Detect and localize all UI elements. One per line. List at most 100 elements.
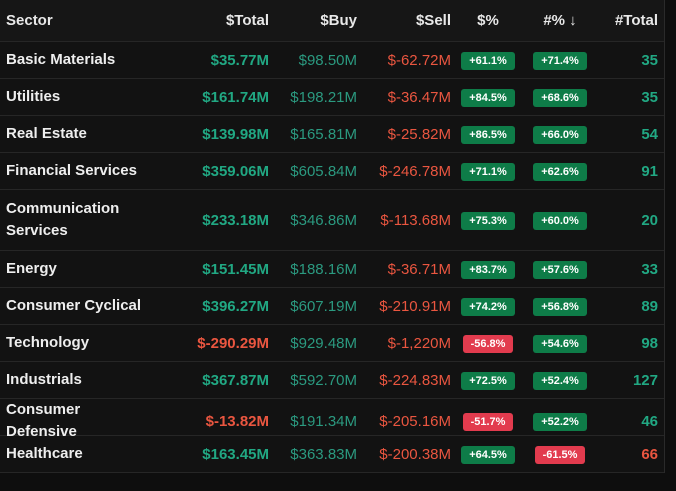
value-cell: $-246.78M: [379, 162, 451, 180]
pct-badge: +62.6%: [533, 162, 587, 181]
value-cell: 98: [641, 334, 658, 352]
pct-cell: +83.7%: [452, 260, 524, 279]
value-cell: $35.77M: [210, 51, 269, 69]
pct-cell: +68.6%: [524, 88, 596, 107]
value-cell: $605.84M: [290, 162, 357, 180]
table-row: Consumer Cyclical $396.27M $607.19M $-210.9…: [0, 288, 664, 325]
column-header: $%: [477, 12, 499, 29]
header-row: Sector $Total $Buy $Sell $% #% ↓ #Total: [0, 0, 664, 42]
value-cell: $-13.82M: [205, 412, 269, 430]
column-header: $Sell: [415, 12, 451, 29]
column-header: #Total: [614, 12, 658, 29]
pct-badge: +52.4%: [533, 371, 587, 390]
value-cell: 89: [641, 297, 658, 315]
column-header: #% ↓: [543, 12, 577, 29]
pct-badge: +72.5%: [461, 371, 515, 390]
value-cell: 127: [632, 371, 658, 389]
value-cell: $359.06M: [202, 162, 269, 180]
sector-name: Technology: [6, 334, 90, 351]
value-cell: $363.83M: [290, 445, 357, 463]
sector-table: Sector $Total $Buy $Sell $% #% ↓ #Total Basic M…: [0, 0, 665, 473]
pct-cell: +86.5%: [452, 125, 524, 144]
value-cell: $-1,220M: [387, 334, 451, 352]
pct-badge: -61.5%: [534, 445, 586, 464]
pct-cell: +64.5%: [452, 445, 524, 464]
value-cell: 66: [641, 445, 658, 463]
pct-cell: -56.8%: [452, 334, 524, 353]
sector-name: Consumer Defensive: [6, 401, 81, 440]
pct-badge: +71.1%: [461, 162, 515, 181]
pct-badge: +86.5%: [461, 125, 515, 144]
value-cell: 46: [641, 412, 658, 430]
pct-badge: +71.4%: [533, 51, 587, 70]
pct-cell: -51.7%: [452, 412, 524, 431]
pct-badge: -56.8%: [462, 334, 514, 353]
pct-badge: +84.5%: [461, 88, 515, 107]
value-cell: $592.70M: [290, 371, 357, 389]
value-cell: $-205.16M: [379, 412, 451, 430]
value-cell: $-113.68M: [380, 211, 451, 229]
value-cell: $346.86M: [290, 211, 357, 229]
pct-cell: +74.2%: [452, 297, 524, 316]
value-cell: $139.98M: [202, 125, 269, 143]
value-cell: $233.18M: [202, 211, 269, 229]
pct-cell: +60.0%: [524, 211, 596, 230]
value-cell: $198.21M: [290, 88, 357, 106]
column-header: Sector: [6, 11, 53, 29]
value-cell: $-224.83M: [379, 371, 451, 389]
pct-cell: +66.0%: [524, 125, 596, 144]
value-cell: $-210.91M: [379, 297, 451, 315]
pct-badge: +64.5%: [461, 445, 515, 464]
value-cell: $-25.82M: [387, 125, 451, 143]
pct-cell: +72.5%: [452, 371, 524, 390]
value-cell: $607.19M: [290, 297, 357, 315]
value-cell: $165.81M: [290, 125, 357, 143]
value-cell: 33: [641, 260, 658, 278]
table-row: Consumer Defensive $-13.82M $191.34M $-205.…: [0, 399, 664, 440]
pct-cell: +62.6%: [524, 162, 596, 181]
value-cell: 35: [641, 88, 658, 106]
pct-badge: +56.8%: [533, 297, 587, 316]
pct-badge: +54.6%: [533, 334, 587, 353]
table-row: Energy $151.45M $188.16M $-36.71M +83.7% +57.…: [0, 251, 664, 288]
pct-cell: +57.6%: [524, 260, 596, 279]
pct-badge: -51.7%: [462, 412, 514, 431]
pct-cell: +52.2%: [524, 412, 596, 431]
value-cell: $367.87M: [202, 371, 269, 389]
sector-name: Financial Services: [6, 162, 137, 179]
value-cell: $163.45M: [202, 445, 269, 463]
table-row: Real Estate $139.98M $165.81M $-25.82M +86.5…: [0, 116, 664, 153]
table-row: Technology $-290.29M $929.48M $-1,220M -56.8…: [0, 325, 664, 362]
value-cell: $98.50M: [298, 51, 357, 69]
value-cell: $-290.29M: [197, 334, 269, 352]
value-cell: $191.34M: [290, 412, 357, 430]
value-cell: $-200.38M: [379, 445, 451, 463]
value-cell: $151.45M: [202, 260, 269, 278]
pct-badge: +75.3%: [461, 211, 515, 230]
pct-badge: +83.7%: [461, 260, 515, 279]
value-cell: $-36.47M: [387, 88, 451, 106]
value-cell: $161.74M: [202, 88, 269, 106]
pct-cell: +75.3%: [452, 211, 524, 230]
sector-name: Healthcare: [6, 445, 83, 462]
value-cell: 35: [641, 51, 658, 69]
sector-name: Consumer Cyclical: [6, 297, 142, 314]
sector-name: Real Estate: [6, 125, 87, 142]
table-row: Utilities $161.74M $198.21M $-36.47M +84.5% +…: [0, 79, 664, 116]
pct-cell: +84.5%: [452, 88, 524, 107]
table-row: Industrials $367.87M $592.70M $-224.83M +72.…: [0, 362, 664, 399]
column-header: $Buy: [320, 12, 357, 29]
pct-cell: +61.1%: [452, 51, 524, 70]
pct-badge: +52.2%: [533, 412, 587, 431]
pct-cell: +71.4%: [524, 51, 596, 70]
table-row: Basic Materials $35.77M $98.50M $-62.72M +61…: [0, 42, 664, 79]
value-cell: 91: [641, 162, 658, 180]
value-cell: $-62.72M: [387, 51, 451, 69]
value-cell: 54: [641, 125, 658, 143]
pct-badge: +57.6%: [533, 260, 587, 279]
table-row: Financial Services $359.06M $605.84M $-246.…: [0, 153, 664, 190]
pct-badge: +66.0%: [533, 125, 587, 144]
pct-badge: +74.2%: [461, 297, 515, 316]
pct-cell: +54.6%: [524, 334, 596, 353]
